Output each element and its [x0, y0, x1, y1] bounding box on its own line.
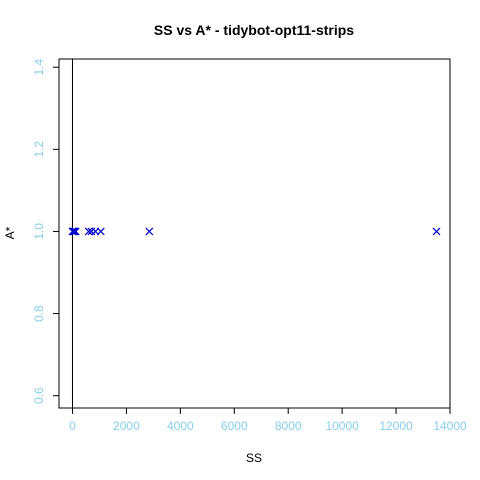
data-point [432, 227, 441, 236]
y-tick-label: 0.6 [32, 387, 46, 404]
data-point [70, 227, 79, 236]
x-tick-label: 4000 [167, 419, 194, 433]
y-tick-label: 1.4 [32, 59, 46, 76]
y-tick-label: 1.0 [32, 223, 46, 240]
x-tick-label: 2000 [113, 419, 140, 433]
y-tick-label: 1.2 [32, 141, 46, 158]
x-axis-label: SS [246, 451, 262, 465]
data-point [145, 227, 154, 236]
x-tick-label: 14000 [433, 419, 467, 433]
x-tick-label: 8000 [275, 419, 302, 433]
y-axis: 0.6 0.8 1.0 1.2 1.4 [32, 59, 59, 404]
x-tick-label: 12000 [379, 419, 413, 433]
x-tick-label: 0 [69, 419, 76, 433]
plot-frame [58, 58, 451, 409]
y-tick-label: 0.8 [32, 305, 46, 322]
x-axis: 0 2000 4000 6000 8000 10000 12000 14000 [69, 408, 467, 433]
x-tick-label: 6000 [221, 419, 248, 433]
y-axis-label: A* [3, 226, 17, 239]
data-point [71, 227, 80, 236]
chart-title: SS vs A* - tidybot-opt11-strips [154, 22, 354, 38]
data-point [96, 227, 105, 236]
data-points [68, 227, 441, 236]
x-tick-label: 10000 [325, 419, 359, 433]
data-point [84, 227, 93, 236]
